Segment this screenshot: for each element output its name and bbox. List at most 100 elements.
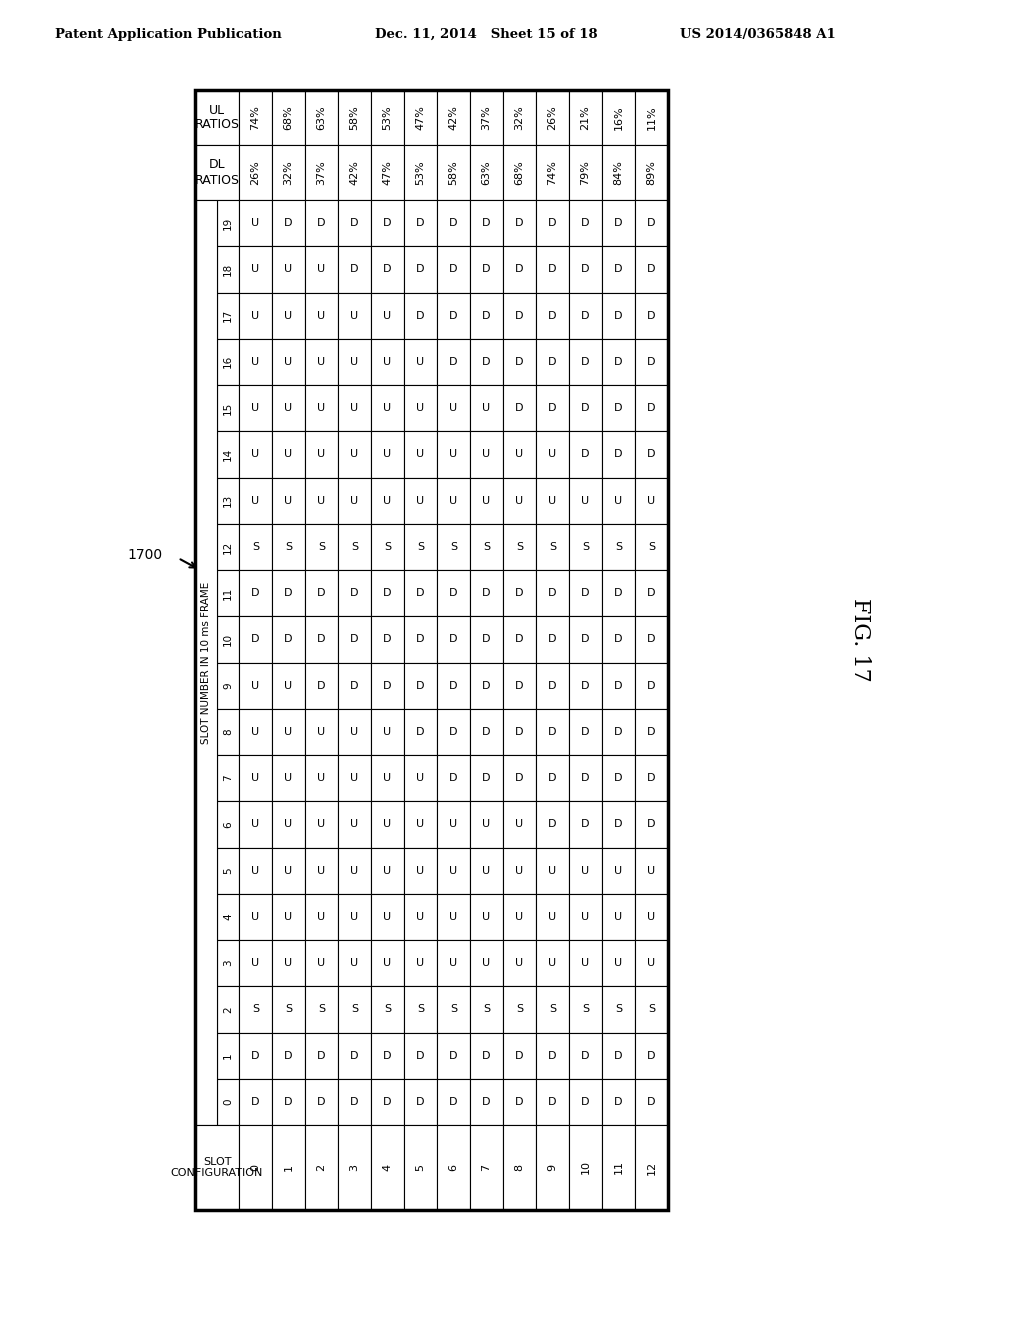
Text: D: D: [582, 635, 590, 644]
Text: U: U: [383, 866, 391, 875]
Text: D: D: [515, 1097, 523, 1107]
Bar: [272, 709, 305, 755]
Text: D: D: [482, 635, 490, 644]
Text: 16%: 16%: [613, 106, 624, 129]
Bar: [536, 616, 569, 663]
Bar: [470, 801, 503, 847]
Bar: [602, 293, 635, 339]
Bar: [437, 940, 470, 986]
Text: U: U: [582, 866, 590, 875]
Bar: [404, 145, 437, 201]
Text: U: U: [285, 681, 293, 690]
Bar: [437, 339, 470, 385]
Bar: [635, 90, 668, 145]
Bar: [503, 894, 536, 940]
Text: U: U: [350, 310, 358, 321]
Bar: [272, 986, 305, 1032]
Bar: [404, 478, 437, 524]
Bar: [338, 247, 371, 293]
Bar: [503, 293, 536, 339]
Bar: [371, 478, 404, 524]
Text: U: U: [350, 356, 358, 367]
Text: S: S: [285, 1005, 292, 1014]
Text: S: S: [516, 543, 523, 552]
Bar: [536, 201, 569, 247]
Text: U: U: [285, 727, 293, 737]
Bar: [239, 570, 272, 616]
Text: U: U: [450, 495, 458, 506]
Text: S: S: [384, 1005, 391, 1014]
Bar: [569, 201, 602, 247]
Bar: [635, 570, 668, 616]
Bar: [338, 801, 371, 847]
Bar: [602, 570, 635, 616]
Text: S: S: [252, 1005, 259, 1014]
Bar: [305, 201, 338, 247]
Bar: [272, 247, 305, 293]
Bar: [239, 1078, 272, 1125]
Text: 37%: 37%: [481, 106, 492, 129]
Bar: [338, 755, 371, 801]
Bar: [503, 145, 536, 201]
Text: U: U: [383, 403, 391, 413]
Bar: [437, 247, 470, 293]
Text: D: D: [647, 589, 655, 598]
Text: U: U: [252, 449, 259, 459]
Text: U: U: [350, 912, 358, 921]
Bar: [536, 755, 569, 801]
Text: U: U: [285, 310, 293, 321]
Text: D: D: [317, 635, 326, 644]
Bar: [536, 894, 569, 940]
Bar: [569, 339, 602, 385]
Bar: [305, 847, 338, 894]
Bar: [536, 663, 569, 709]
Text: 6: 6: [223, 821, 233, 828]
Text: D: D: [647, 1097, 655, 1107]
Text: D: D: [515, 264, 523, 275]
Text: D: D: [416, 264, 425, 275]
Text: 32%: 32%: [284, 160, 294, 185]
Bar: [305, 1078, 338, 1125]
Bar: [536, 570, 569, 616]
Text: 37%: 37%: [316, 160, 327, 185]
Text: D: D: [614, 589, 623, 598]
Text: D: D: [251, 1051, 260, 1061]
Bar: [470, 1125, 503, 1210]
Text: 18: 18: [223, 263, 233, 276]
Bar: [470, 570, 503, 616]
Text: D: D: [317, 218, 326, 228]
Bar: [536, 524, 569, 570]
Text: U: U: [450, 820, 458, 829]
Text: S: S: [317, 543, 325, 552]
Text: D: D: [416, 1097, 425, 1107]
Text: D: D: [614, 727, 623, 737]
Text: S: S: [582, 543, 589, 552]
Text: 58%: 58%: [349, 106, 359, 129]
Bar: [437, 145, 470, 201]
Text: U: U: [317, 958, 326, 968]
Bar: [272, 293, 305, 339]
Bar: [371, 385, 404, 432]
Bar: [217, 616, 239, 663]
Bar: [569, 709, 602, 755]
Text: U: U: [350, 403, 358, 413]
Bar: [569, 524, 602, 570]
Bar: [569, 616, 602, 663]
Bar: [569, 894, 602, 940]
Text: D: D: [383, 635, 392, 644]
Bar: [569, 293, 602, 339]
Bar: [239, 709, 272, 755]
Text: D: D: [548, 681, 557, 690]
Bar: [217, 1032, 239, 1078]
Text: U: U: [450, 958, 458, 968]
Text: D: D: [450, 356, 458, 367]
Bar: [338, 293, 371, 339]
Text: U: U: [252, 403, 259, 413]
Bar: [239, 663, 272, 709]
Bar: [503, 478, 536, 524]
Bar: [371, 894, 404, 940]
Text: D: D: [647, 264, 655, 275]
Bar: [602, 709, 635, 755]
Bar: [305, 940, 338, 986]
Bar: [272, 1078, 305, 1125]
